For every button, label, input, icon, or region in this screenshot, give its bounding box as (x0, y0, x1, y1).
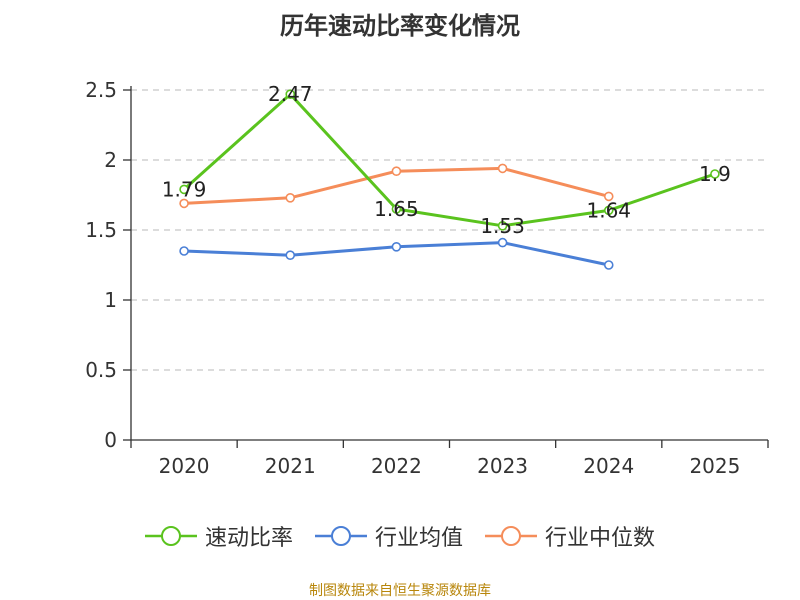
data-label: 1.53 (480, 214, 525, 238)
data-source-note: 制图数据来自恒生聚源数据库 (309, 583, 491, 599)
data-point-0 (285, 89, 296, 99)
x-tick-label: 2025 (689, 454, 740, 478)
legend-marker-quick-ratio (144, 526, 197, 546)
y-tick-label: 2 (104, 148, 117, 172)
data-point-0 (603, 205, 614, 216)
data-point-2 (497, 163, 508, 174)
data-point-0 (497, 221, 508, 231)
data-label: 1.79 (162, 177, 207, 201)
legend-label-industry-mean: 行业均值 (374, 526, 463, 551)
data-point-2 (391, 166, 402, 176)
data-label: 2.47 (268, 82, 313, 106)
legend-label-quick-ratio: 速动比率 (204, 526, 293, 551)
legend-item-industry-median[interactable]: 行业中位数 (485, 520, 655, 552)
x-tick-label: 2023 (477, 454, 528, 478)
legend-marker-industry-median (485, 526, 537, 546)
data-point-2 (603, 191, 614, 202)
data-label: 1.64 (586, 198, 631, 222)
data-label: 1.65 (374, 197, 419, 221)
y-tick-label: 0 (104, 428, 117, 452)
y-tick-label: 2.5 (85, 78, 117, 102)
data-point-2 (285, 193, 296, 203)
legend-item-industry-mean[interactable]: 行业均值 (314, 520, 463, 552)
legend-item-quick-ratio[interactable]: 速动比率 (144, 520, 293, 552)
data-label: 1.9 (699, 162, 731, 186)
series-line-0 (183, 92, 716, 228)
data-point-0 (391, 204, 402, 214)
y-tick-label: 1.5 (85, 218, 117, 242)
data-point-1 (179, 246, 189, 256)
x-tick-label: 2020 (159, 454, 210, 478)
data-point-2 (179, 198, 189, 209)
x-tick-label: 2021 (265, 454, 316, 478)
data-point-1 (603, 260, 614, 270)
chart-title: 历年速动比率变化情况 (280, 12, 520, 40)
data-point-1 (391, 242, 402, 252)
y-tick-label: 1 (104, 288, 117, 312)
legend: 速动比率 行业均值 行业中位数 (0, 520, 800, 552)
data-point-0 (710, 169, 720, 179)
legend-label-industry-median: 行业中位数 (545, 526, 656, 551)
data-point-0 (179, 184, 189, 195)
data-point-1 (285, 250, 296, 260)
legend-marker-industry-mean (314, 526, 367, 546)
x-tick-label: 2024 (583, 454, 634, 478)
x-tick-label: 2022 (371, 454, 422, 478)
y-tick-label: 0.5 (85, 358, 117, 382)
data-point-1 (497, 237, 508, 248)
